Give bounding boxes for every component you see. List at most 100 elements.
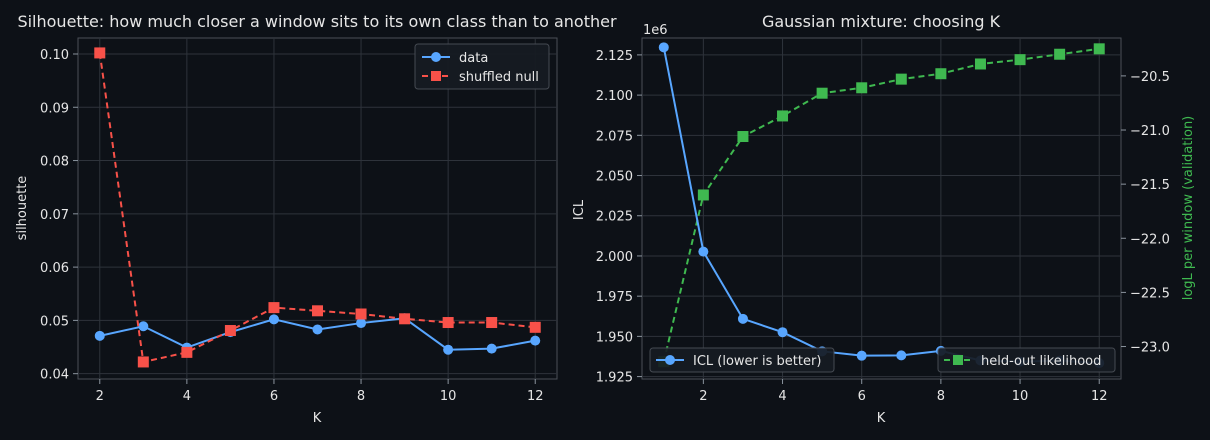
silhouette-null-point	[355, 308, 367, 320]
gmm-x-ticks: 2 4 6 8 10 12	[699, 379, 1108, 404]
silhouette-data-point	[138, 321, 149, 332]
gmm-y-tick-label: 2.050	[596, 170, 633, 185]
gmm-y2-tick-label: −20.5	[1130, 70, 1170, 85]
gmm-y-ticks-right: −23.0 −22.5 −22.0 −21.5 −21.0 −20.5	[1121, 70, 1170, 356]
silhouette-data-point	[486, 343, 497, 354]
gmm-loglik-point	[974, 58, 986, 70]
gmm-loglik-line	[662, 47, 1100, 362]
silhouette-x-label: K	[313, 411, 322, 426]
silhouette-x-tick-label: 4	[183, 389, 191, 404]
gmm-y-label: ICL	[572, 199, 587, 220]
gmm-x-label: K	[877, 411, 886, 426]
silhouette-null-point	[529, 321, 541, 333]
gmm-loglik-point	[856, 82, 868, 94]
gmm-loglik-point	[1014, 54, 1026, 66]
gmm-loglik-point	[1054, 48, 1066, 60]
silhouette-null-line	[98, 52, 536, 364]
gmm-x-tick-label: 12	[1091, 389, 1108, 404]
gmm-loglik-point	[895, 73, 907, 85]
gmm-x-tick-label: 6	[858, 389, 866, 404]
silhouette-y-label: silhouette	[15, 176, 30, 241]
silhouette-data-point	[443, 344, 454, 355]
legend-data-label: data	[459, 51, 488, 66]
silhouette-data-point	[312, 324, 323, 335]
silhouette-data-point	[268, 314, 279, 325]
gmm-loglik-point	[777, 110, 789, 122]
silhouette-null-point	[268, 302, 280, 314]
silhouette-null-point	[94, 47, 106, 59]
legend-loglik-marker	[953, 355, 963, 365]
gmm-loglik-point	[1093, 43, 1105, 55]
silhouette-null-point	[442, 317, 454, 329]
gmm-x-tick-label: 4	[778, 389, 786, 404]
gmm-chart: 2 4 6 8 10 12 1.925 1.950 1.975 2.000 2.025 2.050 2…	[572, 12, 1196, 426]
silhouette-x-tick-label: 10	[440, 389, 457, 404]
gmm-y-tick-label: 2.000	[596, 250, 633, 265]
gmm-y-tick-label: 1.950	[596, 330, 633, 345]
silhouette-legend-box	[414, 43, 550, 90]
silhouette-series	[94, 47, 541, 368]
gmm-legend-loglik-box	[937, 347, 1116, 373]
gmm-y2-tick-label: −21.0	[1130, 124, 1170, 139]
gmm-y-tick-label: 1.975	[596, 290, 633, 305]
legend-data-marker	[431, 52, 441, 62]
silhouette-y-tick-label: 0.04	[40, 368, 69, 383]
silhouette-y-ticks: 0.04 0.05 0.06 0.07 0.08 0.09 0.10	[40, 48, 78, 383]
gmm-x-tick-label: 8	[937, 389, 945, 404]
gmm-y-ticks-left: 1.925 1.950 1.975 2.000 2.025 2.050 2.075 2.100…	[596, 49, 642, 386]
silhouette-data-point	[94, 330, 105, 341]
silhouette-y-tick-label: 0.09	[40, 101, 69, 116]
silhouette-legend: data shuffled null	[414, 43, 550, 90]
silhouette-null-point	[486, 317, 498, 329]
legend-null-label: shuffled null	[459, 70, 539, 85]
gmm-y2-tick-label: −22.0	[1130, 232, 1170, 247]
silhouette-x-ticks: 2 4 6 8 10 12	[96, 379, 544, 404]
silhouette-chart: 2 4 6 8 10 12 0.04 0.05 0.06 0.07 0.08 0.09 0.10 Si…	[15, 12, 617, 426]
silhouette-y-tick-label: 0.05	[40, 314, 69, 329]
silhouette-data-point	[530, 335, 541, 346]
silhouette-null-point	[224, 325, 236, 337]
silhouette-null-point	[312, 305, 323, 317]
gmm-legend-icl-box	[649, 347, 835, 373]
gmm-icl-point	[698, 246, 709, 257]
gmm-icl-point	[658, 42, 669, 53]
silhouette-plot-area	[77, 37, 558, 380]
gmm-y-tick-label: 2.075	[596, 129, 633, 144]
gmm-icl-point	[856, 350, 867, 361]
gmm-legend-loglik: held-out likelihood	[937, 347, 1116, 373]
gmm-legend-icl: ICL (lower is better)	[649, 347, 835, 373]
silhouette-x-tick-label: 6	[270, 389, 278, 404]
gmm-loglik-point	[935, 68, 947, 80]
gmm-x-tick-label: 2	[699, 389, 707, 404]
gmm-y2-tick-label: −22.5	[1130, 286, 1170, 301]
silhouette-x-tick-label: 8	[357, 389, 365, 404]
gmm-title: Gaussian mixture: choosing K	[762, 12, 1001, 31]
gmm-loglik-point	[697, 189, 709, 201]
gmm-icl-point	[777, 327, 788, 338]
silhouette-y-tick-label: 0.06	[40, 261, 69, 276]
gmm-y-tick-label: 1.925	[596, 371, 633, 386]
gmm-x-tick-label: 10	[1012, 389, 1029, 404]
gmm-loglik-point	[737, 131, 749, 143]
silhouette-null-point	[137, 356, 149, 368]
gmm-loglik-point	[816, 87, 828, 99]
legend-loglik-label: held-out likelihood	[981, 354, 1101, 369]
gmm-y-tick-label: 2.125	[596, 49, 633, 64]
gmm-icl-point	[737, 313, 748, 324]
silhouette-null-point	[399, 313, 411, 325]
silhouette-null-point	[181, 346, 193, 358]
gmm-y-tick-label: 2.100	[596, 89, 633, 104]
silhouette-x-tick-label: 2	[96, 389, 104, 404]
silhouette-y-tick-label: 0.08	[40, 155, 69, 170]
gmm-y2-tick-label: −23.0	[1130, 341, 1170, 356]
gmm-grid	[642, 38, 1121, 379]
gmm-y2-label: logL per window (validation)	[1181, 116, 1196, 301]
gmm-y2-tick-label: −21.5	[1130, 178, 1170, 193]
gmm-plot-area	[641, 37, 1122, 380]
gmm-offset-text: 1e6	[643, 23, 668, 38]
silhouette-y-tick-label: 0.07	[40, 208, 69, 223]
legend-icl-marker	[665, 355, 675, 365]
legend-null-marker	[431, 71, 441, 81]
legend-icl-label: ICL (lower is better)	[693, 354, 821, 369]
